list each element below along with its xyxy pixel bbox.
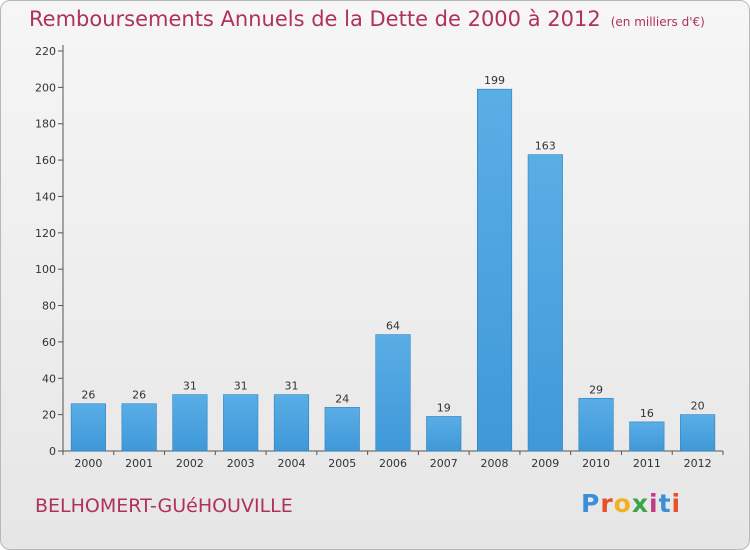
unit-note: (en milliers d'€) bbox=[610, 15, 705, 29]
bar bbox=[223, 394, 259, 452]
data-label: 163 bbox=[535, 140, 556, 153]
bar bbox=[680, 414, 716, 452]
data-label: 19 bbox=[437, 401, 451, 414]
y-tick-label: 180 bbox=[35, 118, 56, 131]
bar bbox=[527, 154, 563, 452]
y-tick-label: 200 bbox=[35, 81, 56, 94]
bar bbox=[629, 421, 665, 452]
x-tick-label: 2009 bbox=[531, 457, 559, 470]
bar bbox=[70, 403, 106, 452]
data-label: 31 bbox=[183, 380, 197, 393]
data-label: 31 bbox=[284, 380, 298, 393]
data-label: 26 bbox=[132, 389, 146, 402]
logo-letter: r bbox=[600, 489, 614, 518]
logo-letter: i bbox=[649, 489, 659, 518]
y-tick-label: 40 bbox=[42, 372, 56, 385]
x-tick-label: 2002 bbox=[176, 457, 204, 470]
bar bbox=[273, 394, 310, 452]
data-label: 26 bbox=[81, 389, 95, 402]
logo-letter: o bbox=[613, 489, 632, 518]
bar bbox=[172, 394, 208, 452]
data-label: 29 bbox=[589, 383, 603, 396]
x-tick-label: 2010 bbox=[582, 457, 610, 470]
y-tick-label: 20 bbox=[42, 409, 56, 422]
x-tick-label: 2012 bbox=[684, 457, 712, 470]
x-tick-label: 2011 bbox=[633, 457, 661, 470]
bar bbox=[426, 416, 462, 452]
y-tick-label: 60 bbox=[42, 336, 56, 349]
x-tick-label: 2005 bbox=[328, 457, 356, 470]
proxiti-logo: Proxiti bbox=[581, 489, 681, 518]
data-label: 20 bbox=[691, 400, 705, 413]
y-tick-label: 80 bbox=[42, 300, 56, 313]
logo-letter: t bbox=[658, 489, 672, 518]
data-label: 64 bbox=[386, 320, 400, 333]
y-tick-label: 0 bbox=[49, 445, 56, 458]
logo-letter: P bbox=[581, 489, 601, 518]
bar bbox=[121, 403, 157, 452]
x-tick-label: 2006 bbox=[379, 457, 407, 470]
logo-letter: x bbox=[631, 489, 649, 518]
data-label: 16 bbox=[640, 407, 654, 420]
y-tick-label: 100 bbox=[35, 263, 56, 276]
data-label: 31 bbox=[234, 380, 248, 393]
logo-letter: i bbox=[671, 489, 682, 518]
x-tick-label: 2000 bbox=[74, 457, 102, 470]
x-tick-label: 2004 bbox=[277, 457, 305, 470]
chart-title-block: Remboursements Annuels de la Dette de 20… bbox=[29, 7, 705, 31]
y-tick-label: 160 bbox=[35, 154, 56, 167]
x-tick-label: 2007 bbox=[430, 457, 458, 470]
data-label: 24 bbox=[335, 392, 349, 405]
y-tick-label: 140 bbox=[35, 190, 56, 203]
chart-title: Remboursements Annuels de la Dette de 20… bbox=[29, 7, 601, 31]
bar bbox=[578, 397, 614, 452]
x-tick-label: 2008 bbox=[481, 457, 509, 470]
y-tick-label: 220 bbox=[35, 45, 56, 58]
y-tick-label: 120 bbox=[35, 227, 56, 240]
data-label: 199 bbox=[484, 74, 505, 87]
bar bbox=[476, 88, 513, 452]
x-tick-label: 2001 bbox=[125, 457, 153, 470]
bar bbox=[375, 334, 411, 452]
commune-name: BELHOMERT-GUéHOUVILLE bbox=[35, 495, 293, 517]
bar bbox=[324, 407, 360, 452]
x-tick-label: 2003 bbox=[227, 457, 255, 470]
